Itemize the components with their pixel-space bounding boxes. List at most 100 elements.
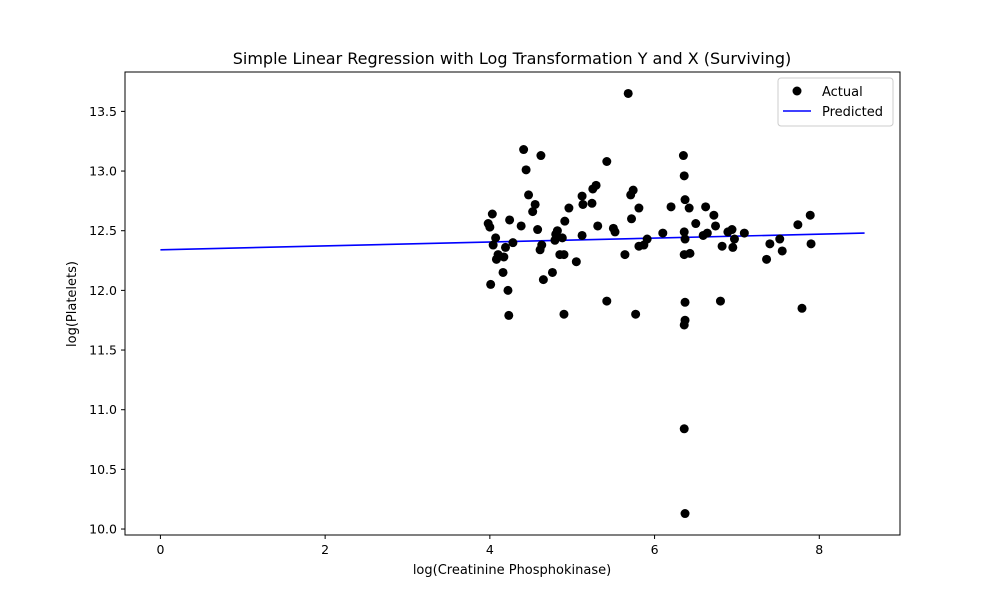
x-axis-label: log(Creatinine Phosphokinase) [413,563,611,578]
actual-point [679,320,689,330]
y-tick-label: 13.0 [89,164,117,179]
actual-point [642,234,652,244]
actual-point [499,252,509,262]
actual-point [806,239,816,249]
x-tick-label: 4 [486,542,494,557]
actual-point [762,254,772,264]
actual-point [777,246,787,256]
actual-point [634,203,644,213]
chart-title: Simple Linear Regression with Log Transf… [233,49,792,68]
actual-point [797,303,807,313]
y-tick-label: 10.0 [89,522,117,537]
actual-point [533,225,543,235]
actual-point [715,296,725,306]
axes-frame [124,71,901,536]
actual-point [519,145,529,155]
actual-point [560,216,570,226]
actual-point [728,242,738,252]
x-tick-label: 8 [815,542,823,557]
legend: Actual Predicted [777,77,894,127]
x-tick-label: 2 [321,542,329,557]
y-tick-label: 11.5 [89,343,117,358]
actual-point [658,228,668,238]
actual-point [765,239,775,249]
actual-point [620,250,630,260]
y-tick-label: 13.5 [89,104,117,119]
actual-point [680,195,690,205]
legend-box [777,77,894,127]
y-tick-label: 12.5 [89,223,117,238]
legend-actual-marker [792,86,802,96]
actual-point [530,199,540,209]
actual-point [602,157,612,166]
actual-point [552,226,562,236]
actual-point [578,199,588,209]
actual-point [717,241,727,251]
actual-point [610,227,620,237]
actual-point [508,238,518,248]
plot-area [160,88,865,519]
x-tick-label: 6 [651,542,659,557]
actual-point [701,202,711,212]
actual-point [729,234,739,244]
actual-point [559,250,569,260]
actual-point [577,191,587,201]
actual-point [591,180,601,190]
actual-point [528,207,538,217]
actual-point [709,210,719,220]
actual-point [805,210,815,220]
actual-point [680,297,690,307]
y-axis-label: log(Platelets) [65,261,80,347]
actual-point [775,234,785,244]
actual-point [485,222,495,232]
actual-point [524,190,534,200]
actual-point [685,248,695,258]
actual-point [702,228,712,238]
actual-point [564,203,574,213]
actual-point [557,233,567,243]
actual-point [680,509,690,519]
actual-point [627,214,637,224]
actual-point [587,198,597,208]
actual-point [602,296,612,306]
actual-point [571,257,581,267]
y-axis: 10.0 10.5 11.0 11.5 12.0 12.5 13.0 13.5 [89,104,125,537]
y-tick-label: 12.0 [89,283,117,298]
actual-point [623,88,633,98]
actual-point [491,233,501,243]
x-tick-label: 0 [156,542,164,557]
actual-point [505,215,515,225]
actual-point [501,242,510,252]
actual-point [498,267,508,277]
actual-point [793,220,803,230]
actual-point [547,267,557,277]
actual-point [631,309,641,319]
actual-point [679,424,689,434]
actual-point [727,225,737,235]
actual-point [537,240,547,250]
actual-point [678,151,688,161]
actual-point [577,230,587,240]
actual-point [559,309,569,319]
actual-point [628,185,638,195]
actual-point [679,171,689,181]
actual-point [593,221,603,231]
actual-point [711,221,721,231]
actual-point [516,221,526,231]
legend-actual-label: Actual [822,85,863,100]
actual-point [691,219,701,229]
actual-point [684,203,694,213]
x-axis: 0 2 4 6 8 [156,535,823,557]
actual-point [487,209,497,219]
actual-point [666,202,676,212]
actual-point [504,310,514,320]
actual-point [486,279,496,289]
actual-point [538,275,548,285]
actual-point [521,165,531,175]
y-tick-label: 11.0 [89,402,117,417]
actual-point [679,227,689,237]
y-tick-label: 10.5 [89,462,117,477]
actual-point [680,234,690,244]
actual-point [536,151,546,161]
